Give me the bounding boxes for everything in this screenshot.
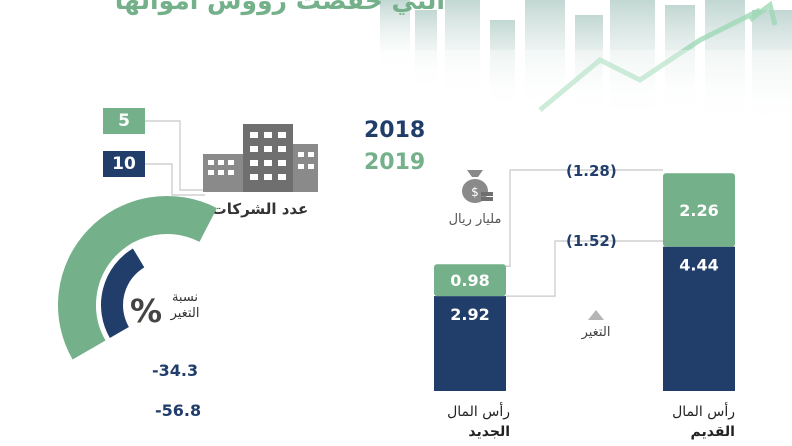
bar-2019-0 bbox=[434, 264, 506, 297]
new-capital-label-line1: رأس المال bbox=[447, 404, 510, 420]
old-capital-label-line1: رأس المال bbox=[672, 404, 735, 420]
triangle-up-icon bbox=[588, 310, 604, 320]
company-count-2018: 10 bbox=[103, 151, 145, 177]
ring-arc-2019 bbox=[58, 196, 217, 360]
ring-value-2019: -56.8 bbox=[155, 401, 202, 420]
change-label: التغير bbox=[581, 325, 611, 340]
svg-text:$: $ bbox=[471, 185, 479, 199]
connector-2018 bbox=[506, 240, 663, 297]
unit-label: مليار ريال bbox=[448, 212, 502, 227]
ring-arc-2018 bbox=[101, 248, 145, 338]
connector-2019 bbox=[506, 169, 663, 267]
bar-value-2019-0: 0.98 bbox=[450, 271, 489, 290]
legend-2018: 2018 bbox=[364, 118, 426, 143]
bar-2018-1 bbox=[663, 246, 735, 391]
percent-change-title-line2: التغير bbox=[170, 306, 200, 321]
legend-2019: 2019 bbox=[364, 150, 426, 175]
ring-value-2018: -34.3 bbox=[152, 361, 199, 380]
building-icon bbox=[203, 124, 318, 192]
bar-2019-1 bbox=[663, 173, 735, 247]
percent-change-title: نسبة التغير bbox=[160, 290, 210, 322]
companies-label: عدد الشركات bbox=[211, 200, 309, 218]
percent-change-title-line1: نسبة bbox=[171, 290, 199, 305]
money-bag-icon: $ bbox=[462, 170, 493, 203]
diff-value-2019: (1.28) bbox=[566, 162, 617, 180]
city-skyline-graphic bbox=[0, 0, 792, 160]
bar-value-2019-1: 2.26 bbox=[679, 201, 718, 220]
page-title: التي خفضت رؤوس أموالها bbox=[114, 0, 445, 15]
old-capital-label-line2: القديم bbox=[690, 424, 735, 440]
diff-value-2018: (1.52) bbox=[566, 232, 617, 250]
new-capital-label: رأس المال الجديد bbox=[400, 402, 510, 442]
new-capital-label-line2: الجديد bbox=[468, 424, 510, 440]
percent-icon: % bbox=[130, 292, 163, 330]
bar-value-2018-0: 2.92 bbox=[450, 305, 489, 324]
bar-value-2018-1: 4.44 bbox=[679, 256, 718, 275]
bar-2018-0 bbox=[434, 296, 506, 391]
old-capital-label: رأس المال القديم bbox=[625, 402, 735, 442]
company-count-2019: 5 bbox=[103, 108, 145, 134]
